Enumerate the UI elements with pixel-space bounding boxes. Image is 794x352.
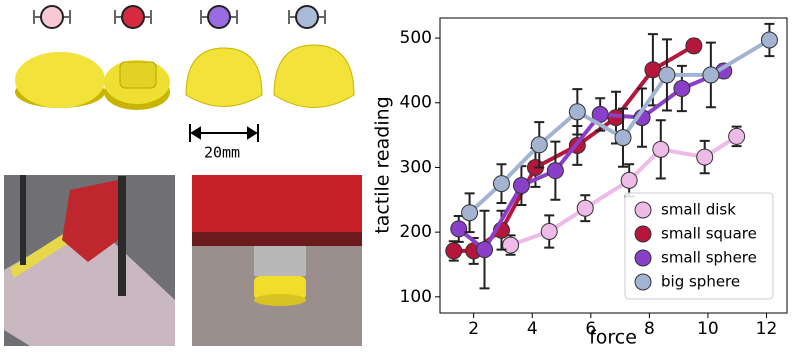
marker <box>614 129 632 147</box>
marker <box>658 66 676 84</box>
marker <box>696 148 714 166</box>
marker <box>461 204 479 222</box>
objects <box>15 44 355 110</box>
icon-square <box>114 5 152 29</box>
legend-marker <box>634 225 652 243</box>
x-tick-label: 6 <box>585 319 596 339</box>
marker <box>673 80 691 98</box>
marker <box>620 171 638 189</box>
marker <box>445 242 463 260</box>
square-bump <box>119 61 157 89</box>
plot-frame <box>439 17 788 314</box>
marker <box>568 103 586 121</box>
legend-marker <box>634 273 652 291</box>
marker <box>546 162 564 180</box>
big-sphere <box>273 44 355 108</box>
photo-probe <box>192 175 362 346</box>
legend-marker <box>634 201 652 219</box>
series <box>450 62 733 290</box>
legend-marker <box>634 249 652 267</box>
disk-top <box>15 52 105 108</box>
x-tick-label: 8 <box>644 319 655 339</box>
x-tick-label: 10 <box>697 319 719 339</box>
small-sphere <box>185 47 263 107</box>
photo-setup <box>4 175 175 346</box>
y-tick-label: 300 <box>400 157 432 177</box>
legend-label: big sphere <box>661 273 740 291</box>
x-tick-label: 4 <box>527 319 538 339</box>
photos: 20mm <box>4 5 362 346</box>
legend: small disk small square small sphere big sp… <box>624 192 774 300</box>
y-tick-label: 100 <box>400 287 432 307</box>
y-tick-label: 500 <box>400 28 432 48</box>
marker <box>492 175 510 193</box>
x-tick-label: 12 <box>756 319 778 339</box>
legend-label: small disk <box>661 201 736 219</box>
scale-label: 20mm <box>204 144 240 162</box>
y-axis-label: tactile reading <box>372 96 394 233</box>
marker <box>476 241 494 259</box>
icon-small-sphere <box>200 5 238 29</box>
marker <box>540 222 558 240</box>
x-tick-label: 2 <box>468 319 479 339</box>
marker <box>530 136 548 154</box>
icon-disk <box>33 5 71 29</box>
marker <box>512 177 530 195</box>
marker <box>450 220 468 238</box>
x-axis-label: force <box>589 327 637 349</box>
legend-label: small square <box>661 225 757 243</box>
chart: tactile reading force 100 200 300 400 500 2 4 6… <box>372 17 788 349</box>
y-tick-label: 400 <box>400 93 432 113</box>
marker <box>760 31 778 49</box>
scale-bar <box>189 124 259 142</box>
marker <box>576 199 594 217</box>
series <box>502 119 746 256</box>
marker <box>502 236 520 254</box>
y-tick-label: 200 <box>400 222 432 242</box>
icons <box>33 5 326 29</box>
marker <box>685 37 703 55</box>
marker <box>728 127 746 145</box>
legend-box <box>624 192 774 300</box>
icon-big-sphere <box>288 5 326 29</box>
marker <box>652 140 670 158</box>
marker <box>702 66 720 84</box>
series <box>461 22 778 234</box>
legend-label: small sphere <box>661 249 757 267</box>
marker <box>591 105 609 123</box>
